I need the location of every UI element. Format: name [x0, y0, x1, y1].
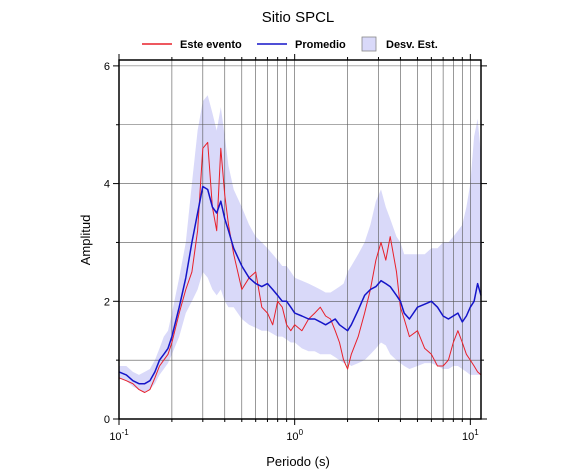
legend-label-promedio: Promedio	[295, 39, 346, 51]
chart-title: Sitio SPCL	[262, 9, 335, 26]
std-dev-band-layer	[119, 95, 481, 393]
legend-label-este-evento: Este evento	[180, 39, 242, 51]
y-tick-label: 0	[104, 414, 110, 426]
y-tick-label: 2	[104, 296, 110, 308]
series-layer	[118, 141, 482, 393]
grid-layer	[119, 60, 481, 419]
legend-label-desv-est: Desv. Est.	[386, 39, 438, 51]
x-axis-label: Periodo (s)	[266, 454, 330, 469]
tick-label-layer: 0 2 4 6 10-1 100 101	[104, 61, 479, 443]
std-dev-band	[119, 95, 481, 393]
x-tick-label: 100	[286, 428, 303, 443]
x-tick-label: 10-1	[109, 428, 129, 443]
plot-frame	[118, 59, 482, 420]
x-tick-label: 101	[462, 428, 479, 443]
legend-swatch-desv-est	[361, 36, 377, 52]
y-tick-label: 4	[104, 179, 110, 191]
tick-layer	[113, 54, 487, 425]
series-line-promedio	[118, 185, 482, 385]
legend: Este evento Promedio Desv. Est.	[142, 36, 438, 52]
series-line-este-evento	[118, 141, 482, 393]
y-tick-label: 6	[104, 61, 110, 73]
y-axis-label: Amplitud	[78, 215, 93, 266]
